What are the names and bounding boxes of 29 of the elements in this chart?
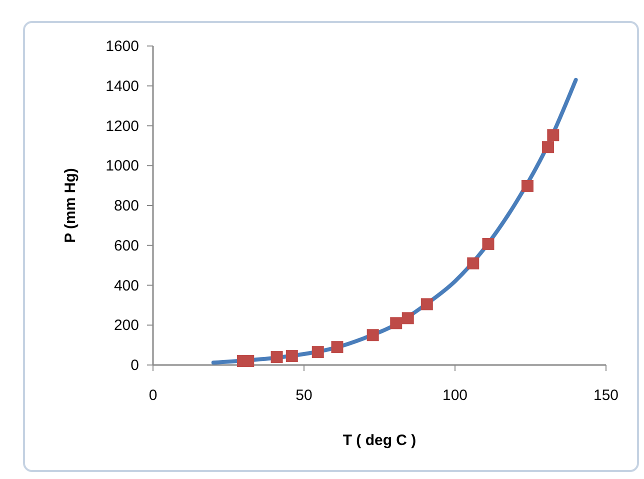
- point: [270, 351, 283, 364]
- y-tick-label: 1600: [106, 38, 139, 55]
- point: [467, 257, 480, 270]
- y-tick-label: 0: [130, 357, 139, 374]
- point: [366, 329, 379, 342]
- x-tick-label: 150: [593, 387, 619, 404]
- point: [402, 312, 414, 324]
- x-tick-label: 100: [442, 387, 468, 404]
- x-tick-label: 0: [148, 387, 158, 404]
- y-tick-label: 1200: [106, 118, 139, 135]
- y-axis-title: P (mm Hg): [62, 168, 79, 243]
- point: [547, 129, 560, 142]
- x-axis-title: T ( deg C ): [342, 432, 416, 449]
- point: [521, 180, 534, 192]
- y-tick-label: 400: [114, 277, 139, 294]
- point: [390, 317, 402, 330]
- y-tick-label: 1400: [106, 78, 139, 95]
- y-tick-label: 600: [114, 237, 139, 254]
- point: [286, 350, 298, 362]
- point: [542, 141, 554, 154]
- y-tick-label: 1000: [106, 158, 139, 175]
- point: [312, 346, 324, 358]
- line-series: [211, 78, 578, 365]
- x-tick-label: 50: [296, 387, 312, 404]
- point: [420, 298, 433, 310]
- point: [331, 341, 344, 354]
- point: [482, 238, 494, 250]
- y-tick-label: 800: [114, 198, 139, 214]
- y-tick-label: 200: [114, 317, 139, 334]
